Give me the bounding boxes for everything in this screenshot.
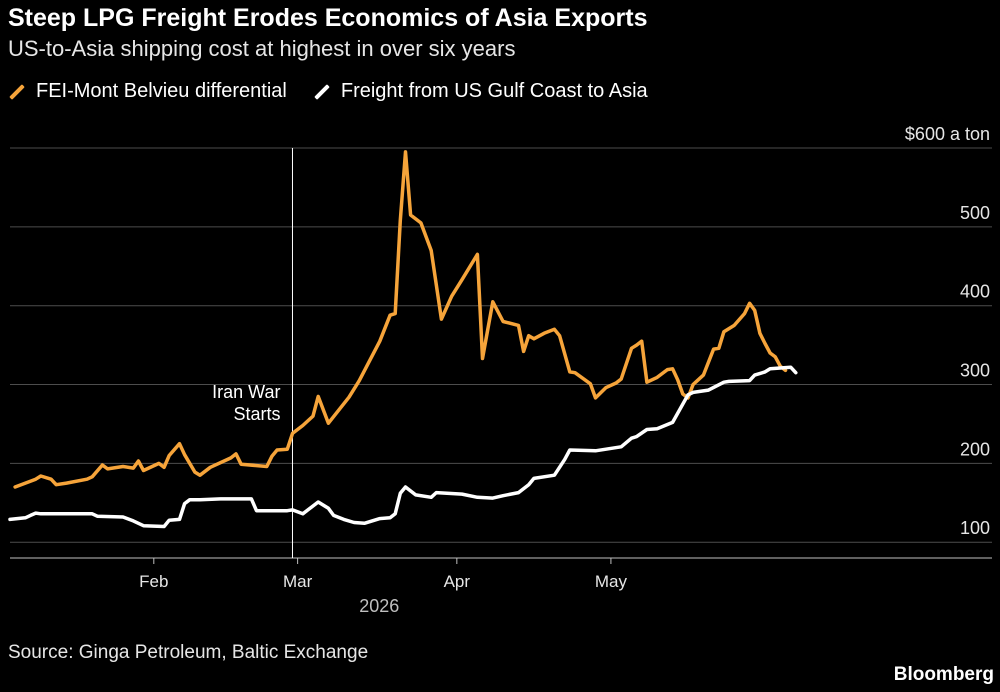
annotation-label: Starts [233,404,280,424]
x-tick-label: Mar [283,572,313,591]
y-tick-label: 300 [960,361,990,381]
bloomberg-logo: Bloomberg [893,664,994,685]
y-tick-label: 400 [960,282,990,302]
y-tick-label: $600 a ton [905,124,990,144]
series-line-freight [8,365,798,529]
x-tick-label: Feb [139,572,168,591]
y-tick-label: 500 [960,203,990,223]
legend-label-freight: Freight from US Gulf Coast to Asia [340,80,648,102]
y-tick-label: 100 [960,518,990,538]
x-tick-label: Apr [444,572,471,591]
legend-item-freight: Freight from US Gulf Coast to Asia [313,80,648,103]
y-tick-label: 200 [960,439,990,459]
annotation-label: Iran War [212,382,280,402]
chart-subtitle: US-to-Asia shipping cost at highest in o… [8,36,516,61]
x-tick-label: May [595,572,628,591]
legend-item-fei-differential: FEI-Mont Belvieu differential [8,80,287,103]
x-axis-label: 2026 [359,596,399,616]
chart-legend: FEI-Mont Belvieu differential Freight fr… [8,80,674,103]
series-line-fei-differential [13,150,788,489]
legend-label-fei-differential: FEI-Mont Belvieu differential [36,80,287,102]
source-note: Source: Ginga Petroleum, Baltic Exchange [8,642,369,663]
chart-title: Steep LPG Freight Erodes Economics of As… [8,4,648,32]
